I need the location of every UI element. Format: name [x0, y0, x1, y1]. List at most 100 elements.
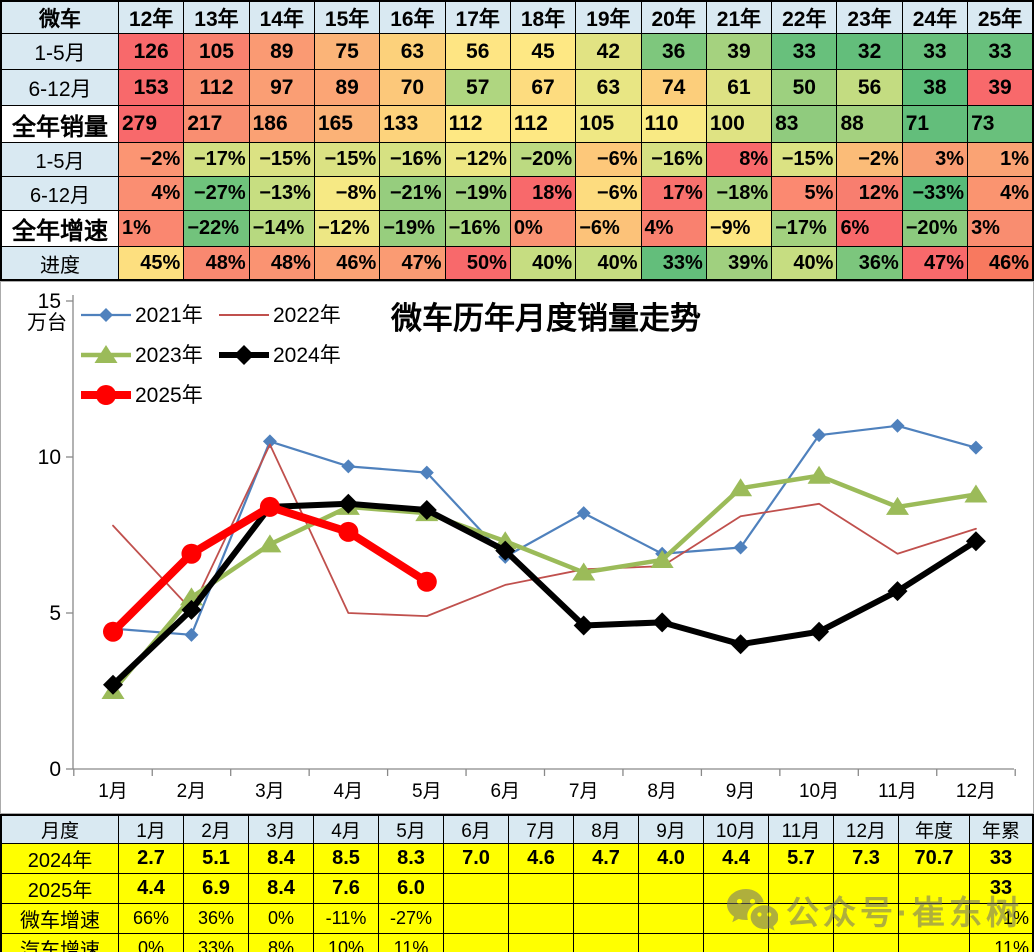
data-point-marker	[96, 385, 116, 405]
data-cell: 48%	[183, 246, 250, 281]
data-cell: 217	[183, 105, 250, 143]
data-point-marker	[965, 531, 986, 552]
row-label: 全年增速	[0, 210, 119, 247]
x-tick-label: 1月	[98, 781, 128, 802]
data-point-marker	[419, 465, 434, 480]
data-cell: −20%	[509, 142, 577, 177]
data-cell: 11%	[969, 933, 1034, 952]
data-cell	[703, 873, 769, 904]
data-cell: 10%	[313, 933, 379, 952]
data-point-marker	[573, 615, 594, 636]
data-point-marker	[733, 540, 748, 555]
year-header: 24年	[901, 0, 969, 34]
year-header: 25年	[967, 0, 1034, 34]
data-cell: -27%	[378, 903, 444, 934]
data-cell: 100	[705, 105, 773, 143]
data-cell: 56	[836, 69, 903, 106]
yearly-summary-table: 微车 12年 13年 14年 15年 16年 17年 18年 19年 20年 21年 22年 23年 24…	[0, 0, 1034, 281]
data-cell: 46%	[967, 246, 1034, 281]
data-cell	[898, 903, 970, 934]
x-tick-label: 12月	[956, 781, 996, 802]
data-cell	[443, 903, 509, 934]
data-cell: 7.3	[833, 843, 899, 874]
year-header: 21年	[705, 0, 773, 34]
data-cell: 40%	[509, 246, 577, 281]
month-header: 6月	[443, 814, 509, 844]
data-cell: 3%	[967, 210, 1034, 247]
data-point-marker	[416, 571, 437, 592]
data-cell: 33	[771, 33, 838, 70]
data-cell: 112	[509, 105, 577, 143]
legend-label: 2021年	[135, 304, 203, 327]
data-cell: 32	[836, 33, 903, 70]
monthly-table: 月度 1月 2月 3月 4月 5月 6月 7月 8月 9月 10月 11月 12月 年度 年累 2024年 2.…	[0, 814, 1034, 952]
y-tick-label: 15	[38, 290, 61, 313]
data-cell: 40%	[575, 246, 642, 281]
data-cell: 4.6	[508, 843, 574, 874]
data-cell: 33	[901, 33, 969, 70]
data-cell: 33	[969, 873, 1034, 904]
series-line-2021年	[111, 424, 978, 636]
row-label: 1-5月	[0, 142, 119, 177]
series-line-2023年	[110, 473, 979, 694]
data-cell: 47%	[379, 246, 446, 281]
data-cell	[833, 873, 899, 904]
data-point-marker	[338, 493, 359, 514]
data-cell: −6%	[575, 210, 642, 247]
data-cell	[833, 933, 899, 952]
data-cell: 133	[379, 105, 446, 143]
data-cell	[573, 873, 639, 904]
data-cell: 36%	[183, 903, 249, 934]
data-cell	[768, 873, 834, 904]
data-point-marker	[103, 621, 123, 642]
data-cell: −16%	[379, 142, 446, 177]
data-point-marker	[964, 484, 988, 503]
data-cell: 45%	[117, 246, 185, 281]
data-cell	[508, 873, 574, 904]
row-label: 进度	[0, 246, 119, 281]
row-label: 6-12月	[0, 176, 119, 211]
data-point-marker	[652, 612, 673, 633]
year-header: 23年	[836, 0, 903, 34]
data-cell	[573, 933, 639, 952]
data-cell: −12%	[444, 142, 511, 177]
data-cell	[573, 903, 639, 934]
data-cell: −15%	[248, 142, 315, 177]
data-cell: −15%	[771, 142, 838, 177]
data-cell: 4.4	[118, 873, 184, 904]
x-tick-label: 10月	[799, 781, 839, 802]
data-cell: 33%	[640, 246, 707, 281]
data-cell: 4.4	[703, 843, 769, 874]
data-cell: 153	[117, 69, 185, 106]
data-cell: −15%	[313, 142, 381, 177]
data-cell	[703, 903, 769, 934]
chart-area: 0 5 10 15 万台 1月 2月 3月 4月 5月 6月 7月 8月 9月 10月 11月 12月 微车历年月…	[0, 281, 1034, 814]
data-cell	[508, 903, 574, 934]
data-point-marker	[730, 634, 751, 655]
data-cell: 67	[509, 69, 577, 106]
year-header: 13年	[183, 0, 250, 34]
data-cell: 42	[575, 33, 642, 70]
data-cell: 126	[117, 33, 185, 70]
data-cell: 39	[967, 69, 1034, 106]
data-point-marker	[262, 434, 277, 449]
data-cell: −8%	[313, 176, 381, 211]
month-header: 4月	[313, 814, 379, 844]
row-label: 汽车增速	[0, 933, 119, 952]
data-cell	[768, 933, 834, 952]
data-cell: 2.7	[118, 843, 184, 874]
data-point-marker	[495, 540, 516, 561]
data-cell: 71	[901, 105, 969, 143]
month-header: 8月	[573, 814, 639, 844]
data-point-marker	[181, 543, 202, 564]
data-cell: −16%	[444, 210, 511, 247]
data-cell	[703, 933, 769, 952]
data-cell: 66%	[118, 903, 184, 934]
year-header: 12年	[117, 0, 185, 34]
data-cell: 57	[444, 69, 511, 106]
data-point-marker	[234, 345, 254, 365]
data-point-marker	[184, 627, 199, 642]
data-point-marker	[812, 428, 827, 443]
data-cell: 12%	[836, 176, 903, 211]
data-point-marker	[258, 534, 282, 553]
